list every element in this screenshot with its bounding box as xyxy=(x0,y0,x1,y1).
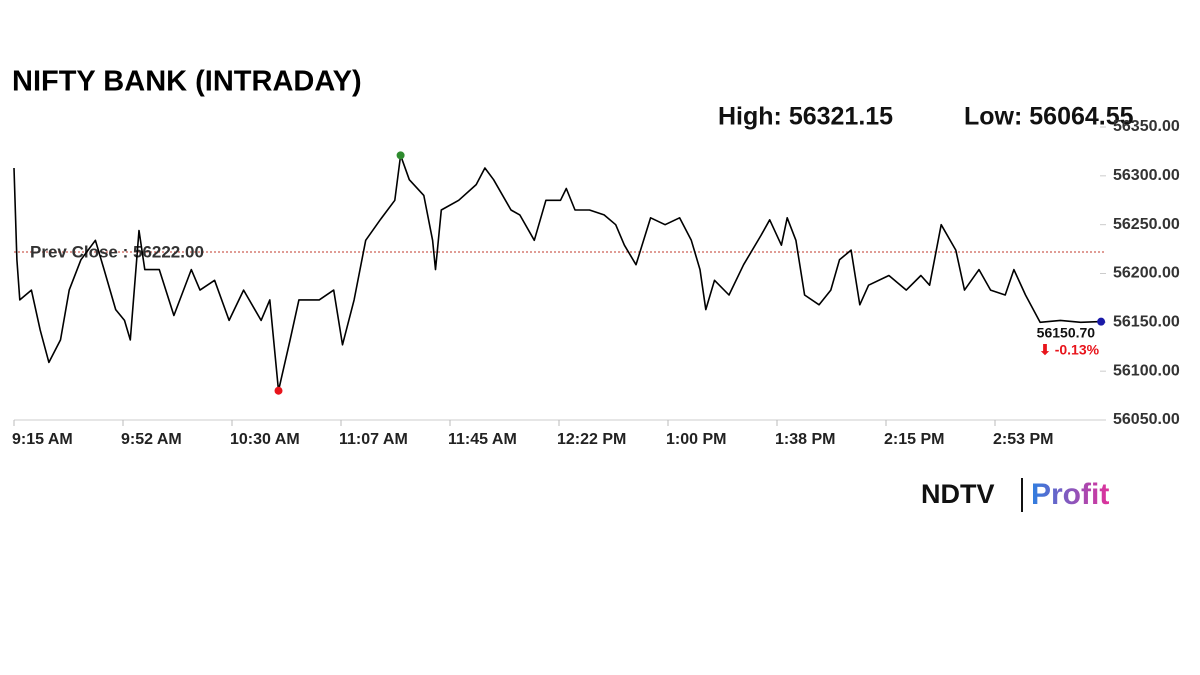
high-label: High: 56321.15 xyxy=(718,103,893,131)
prev-close-label: Prev Close : 56222.00 xyxy=(30,242,204,261)
last-marker xyxy=(1097,317,1106,326)
low-label: Low: 56064.55 xyxy=(964,103,1134,131)
y-tick-label: 56200.00 xyxy=(1113,265,1180,282)
last-value-label: 56150.70 xyxy=(1037,324,1096,340)
y-tick-label: 56350.00 xyxy=(1113,118,1180,135)
price-line xyxy=(13,154,1102,392)
x-tick-label: 9:15 AM xyxy=(12,431,73,448)
x-tick-label: 1:38 PM xyxy=(775,431,835,448)
y-tick-label: 56050.00 xyxy=(1113,411,1180,428)
high-marker xyxy=(396,151,405,160)
x-tick-label: 1:00 PM xyxy=(666,431,726,448)
change-label: ⬇ -0.13% xyxy=(1039,341,1100,357)
low-marker xyxy=(274,386,283,395)
x-tick-label: 10:30 AM xyxy=(230,431,300,448)
x-tick-label: 11:45 AM xyxy=(448,431,517,448)
y-tick-label: 56300.00 xyxy=(1113,167,1180,184)
y-tick-label: 56100.00 xyxy=(1113,362,1180,379)
x-tick-label: 12:22 PM xyxy=(557,431,626,448)
x-tick-label: 2:15 PM xyxy=(884,431,944,448)
logo-product: Profit xyxy=(1031,478,1109,511)
x-tick-label: 2:53 PM xyxy=(993,431,1053,448)
x-tick-label: 11:07 AM xyxy=(339,431,408,448)
y-tick-label: 56150.00 xyxy=(1113,314,1180,331)
chart-title: NIFTY BANK (INTRADAY) xyxy=(12,66,362,98)
y-tick-label: 56250.00 xyxy=(1113,216,1180,233)
logo-name: NDTV xyxy=(921,479,995,509)
x-tick-label: 9:52 AM xyxy=(121,431,182,448)
